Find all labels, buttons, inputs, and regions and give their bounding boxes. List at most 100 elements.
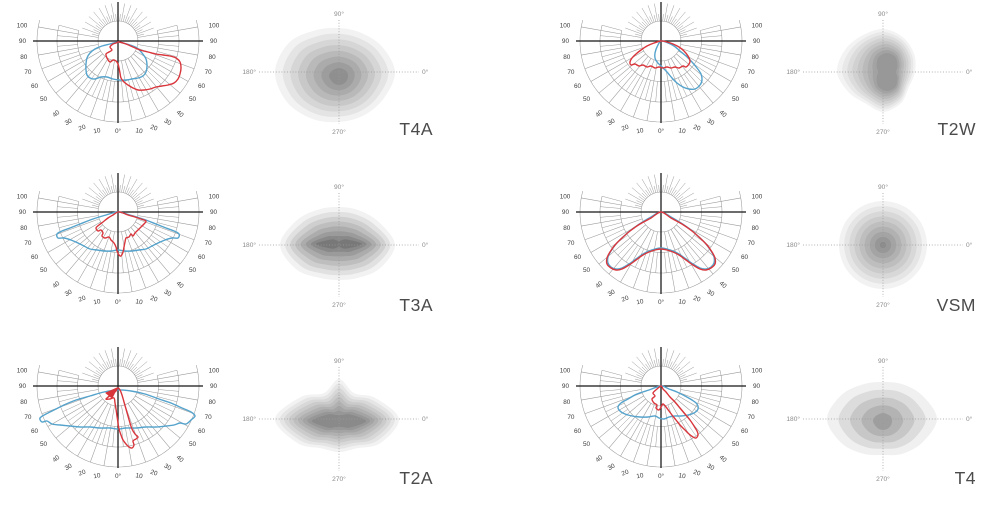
svg-text:10: 10 <box>93 298 102 306</box>
svg-text:20: 20 <box>149 469 158 478</box>
svg-text:0°: 0° <box>115 127 122 135</box>
svg-text:60: 60 <box>574 254 582 261</box>
svg-text:40: 40 <box>175 109 185 119</box>
svg-text:80: 80 <box>752 54 760 61</box>
svg-text:90: 90 <box>210 38 218 45</box>
svg-text:30: 30 <box>64 462 74 472</box>
svg-text:30: 30 <box>706 463 716 473</box>
svg-text:0°: 0° <box>422 68 429 76</box>
svg-text:60: 60 <box>31 254 39 261</box>
svg-text:90: 90 <box>562 209 570 216</box>
svg-text:270°: 270° <box>332 128 346 136</box>
svg-text:50: 50 <box>40 267 48 274</box>
svg-text:20: 20 <box>149 295 158 304</box>
svg-text:80: 80 <box>209 225 217 232</box>
svg-text:0°: 0° <box>115 472 122 480</box>
svg-text:20: 20 <box>78 123 87 132</box>
svg-text:180°: 180° <box>242 68 256 76</box>
svg-text:0°: 0° <box>658 127 665 135</box>
svg-text:20: 20 <box>621 294 630 303</box>
svg-text:70: 70 <box>748 414 756 421</box>
svg-text:20: 20 <box>149 124 158 133</box>
svg-text:60: 60 <box>741 254 749 261</box>
svg-text:10: 10 <box>678 298 687 306</box>
svg-text:30: 30 <box>706 289 716 299</box>
svg-text:10: 10 <box>636 298 645 306</box>
svg-text:100: 100 <box>17 194 28 201</box>
svg-text:50: 50 <box>732 267 740 274</box>
svg-text:80: 80 <box>209 399 217 406</box>
svg-text:10: 10 <box>636 472 645 480</box>
svg-text:20: 20 <box>621 123 630 132</box>
svg-text:70: 70 <box>24 240 32 247</box>
svg-text:20: 20 <box>692 295 701 304</box>
svg-text:180°: 180° <box>242 415 256 423</box>
svg-text:90: 90 <box>19 209 27 216</box>
svg-text:20: 20 <box>78 294 87 303</box>
svg-text:50: 50 <box>40 96 48 103</box>
svg-text:40: 40 <box>594 454 604 464</box>
svg-text:180°: 180° <box>786 415 800 423</box>
svg-text:80: 80 <box>209 54 217 61</box>
svg-text:70: 70 <box>748 240 756 247</box>
svg-text:90: 90 <box>753 38 761 45</box>
svg-text:50: 50 <box>732 441 740 448</box>
svg-text:60: 60 <box>198 254 206 261</box>
svg-text:90: 90 <box>753 209 761 216</box>
svg-text:90: 90 <box>753 383 761 390</box>
svg-text:30: 30 <box>64 117 74 127</box>
svg-text:100: 100 <box>17 368 28 375</box>
svg-text:70: 70 <box>24 414 32 421</box>
svg-text:60: 60 <box>741 428 749 435</box>
distribution-type-label: T4A <box>399 119 433 139</box>
svg-text:80: 80 <box>563 399 571 406</box>
svg-text:40: 40 <box>51 109 61 119</box>
distribution-type-label: T2W <box>937 119 976 139</box>
svg-text:10: 10 <box>135 127 144 135</box>
svg-text:30: 30 <box>163 463 173 473</box>
svg-text:100: 100 <box>752 194 763 201</box>
svg-text:40: 40 <box>175 454 185 464</box>
svg-text:70: 70 <box>567 414 575 421</box>
svg-text:80: 80 <box>563 225 571 232</box>
svg-text:10: 10 <box>135 298 144 306</box>
distribution-type-label: T3A <box>399 295 433 315</box>
svg-text:40: 40 <box>718 109 728 119</box>
svg-text:180°: 180° <box>786 68 800 76</box>
svg-text:60: 60 <box>31 83 39 90</box>
svg-text:50: 50 <box>189 96 197 103</box>
svg-text:70: 70 <box>748 69 756 76</box>
svg-text:100: 100 <box>209 23 220 30</box>
svg-text:40: 40 <box>51 280 61 290</box>
svg-text:270°: 270° <box>876 128 890 136</box>
svg-text:90°: 90° <box>334 183 344 191</box>
svg-text:70: 70 <box>567 240 575 247</box>
svg-text:70: 70 <box>205 414 213 421</box>
svg-text:80: 80 <box>563 54 571 61</box>
svg-text:40: 40 <box>718 280 728 290</box>
svg-text:40: 40 <box>175 280 185 290</box>
svg-text:270°: 270° <box>332 301 346 309</box>
svg-text:20: 20 <box>78 468 87 477</box>
svg-text:30: 30 <box>607 117 617 127</box>
svg-text:30: 30 <box>163 118 173 128</box>
svg-text:0°: 0° <box>115 298 122 306</box>
svg-text:0°: 0° <box>422 241 429 249</box>
svg-text:180°: 180° <box>242 241 256 249</box>
svg-text:90°: 90° <box>334 10 344 18</box>
svg-text:30: 30 <box>163 289 173 299</box>
svg-text:100: 100 <box>209 368 220 375</box>
svg-text:0°: 0° <box>658 298 665 306</box>
svg-text:50: 50 <box>189 267 197 274</box>
svg-text:270°: 270° <box>876 475 890 483</box>
svg-text:20: 20 <box>621 468 630 477</box>
svg-text:50: 50 <box>189 441 197 448</box>
svg-text:60: 60 <box>574 428 582 435</box>
